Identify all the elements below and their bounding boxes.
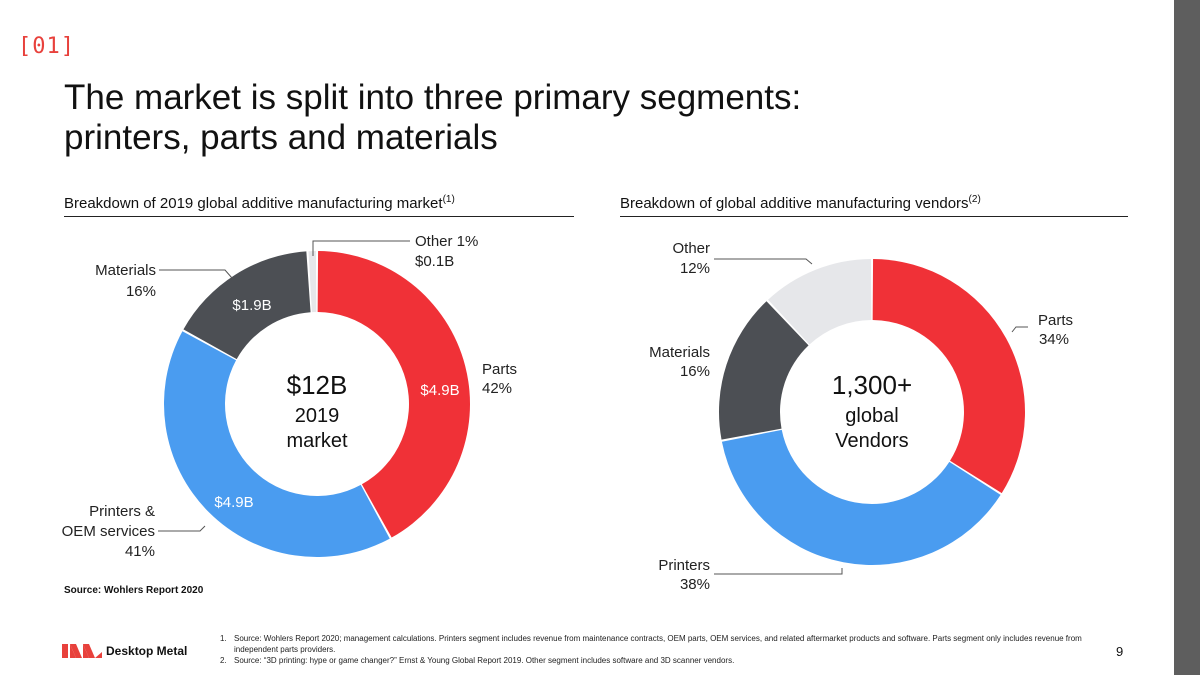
market-slice-materials <box>183 251 311 360</box>
vendors-other-pct: 12% <box>680 260 710 277</box>
market-printers-value: $4.9B <box>214 494 253 511</box>
footnote-2-number: 2. <box>220 656 227 665</box>
right-section-rule <box>620 216 1128 217</box>
vendors-leader-lines <box>714 258 1028 575</box>
company-logo: Desktop Metal <box>62 642 187 660</box>
left-section-title: Breakdown of 2019 global additive manufa… <box>64 194 455 212</box>
viewer-scrollbar[interactable] <box>1174 0 1200 675</box>
market-donut-chart: Other 1% $0.1B Materials 16% Parts 42% P… <box>62 233 517 560</box>
vendors-parts-pct: 34% <box>1039 331 1069 348</box>
market-materials-name: Materials <box>95 262 156 279</box>
market-parts-value: $4.9B <box>420 382 459 399</box>
vendors-slice-materials <box>719 301 809 440</box>
vendors-slice-other <box>768 259 872 345</box>
slide-number: [01] <box>18 34 75 59</box>
footnote-1-text: Source: Wohlers Report 2020; management … <box>234 634 1082 654</box>
vendors-printers-pct: 38% <box>680 576 710 593</box>
vendors-parts-name: Parts <box>1038 312 1073 329</box>
leader-v-parts <box>1011 326 1028 333</box>
vendors-materials-pct: 16% <box>680 363 710 380</box>
logo-text: Desktop Metal <box>106 644 188 658</box>
market-printers-pct: 41% <box>125 543 155 560</box>
donut-charts: Other 1% $0.1B Materials 16% Parts 42% P… <box>62 233 1073 593</box>
market-other-value: $0.1B <box>415 253 454 270</box>
page-number: 9 <box>1116 644 1124 659</box>
leader-v-other <box>714 258 813 265</box>
market-printers-name-2: OEM services <box>62 523 155 540</box>
vendors-printers-name: Printers <box>658 557 710 574</box>
vendors-donut-chart: Other 12% Parts 34% Materials 16% Printe… <box>649 240 1073 593</box>
leader-other <box>312 240 410 256</box>
footnote-2: 2. Source: “3D printing: hype or game ch… <box>220 655 1100 666</box>
leader-printers <box>158 525 206 532</box>
footnotes: 1. Source: Wohlers Report 2020; manageme… <box>220 633 1100 666</box>
market-leader-lines <box>158 240 410 532</box>
footnote-1: 1. Source: Wohlers Report 2020; manageme… <box>220 633 1100 655</box>
slide: [01] The market is split into three prim… <box>0 0 1174 675</box>
right-section-title-text: Breakdown of global additive manufacturi… <box>620 195 969 212</box>
market-slice-parts <box>317 251 470 538</box>
footnote-2-text: Source: “3D printing: hype or game chang… <box>234 656 735 665</box>
footnote-1-number: 1. <box>220 634 227 643</box>
market-center-line-2: 2019 <box>295 405 340 427</box>
vendors-center-value: 1,300+ <box>832 370 912 400</box>
market-slice-other <box>308 251 317 313</box>
left-section-note: (1) <box>442 194 455 205</box>
right-section-title: Breakdown of global additive manufacturi… <box>620 194 981 212</box>
market-parts-name: Parts <box>482 361 517 378</box>
vendors-donut-slices <box>719 259 1025 565</box>
right-section-note: (2) <box>968 194 981 205</box>
market-donut-slices <box>163 251 470 557</box>
title-line-2: printers, parts and materials <box>64 118 498 157</box>
slide-title: The market is split into three primary s… <box>64 78 944 158</box>
source-note: Source: Wohlers Report 2020 <box>64 585 204 596</box>
vendors-materials-name: Materials <box>649 344 710 361</box>
vendors-slice-printers <box>721 429 1001 565</box>
vendors-other-name: Other <box>672 240 710 257</box>
market-center-line-3: market <box>286 430 348 452</box>
left-section-rule <box>64 216 574 217</box>
desktop-metal-logo-icon <box>62 644 102 658</box>
vendors-center-line-2: global <box>845 405 898 427</box>
leader-materials <box>159 269 233 279</box>
title-line-1: The market is split into three primary s… <box>64 78 802 117</box>
leader-v-printers <box>714 568 843 575</box>
market-printers-name-1: Printers & <box>89 503 155 520</box>
vendors-center-line-3: Vendors <box>835 430 908 452</box>
market-materials-pct: 16% <box>126 283 156 300</box>
market-parts-pct: 42% <box>482 380 512 397</box>
market-slice-printers-oem-services <box>163 331 390 557</box>
left-section-title-text: Breakdown of 2019 global additive manufa… <box>64 195 443 212</box>
vendors-slice-parts <box>872 259 1025 494</box>
market-materials-value: $1.9B <box>232 297 271 314</box>
market-center-value: $12B <box>287 370 348 400</box>
market-other-pct: Other 1% <box>415 233 478 250</box>
